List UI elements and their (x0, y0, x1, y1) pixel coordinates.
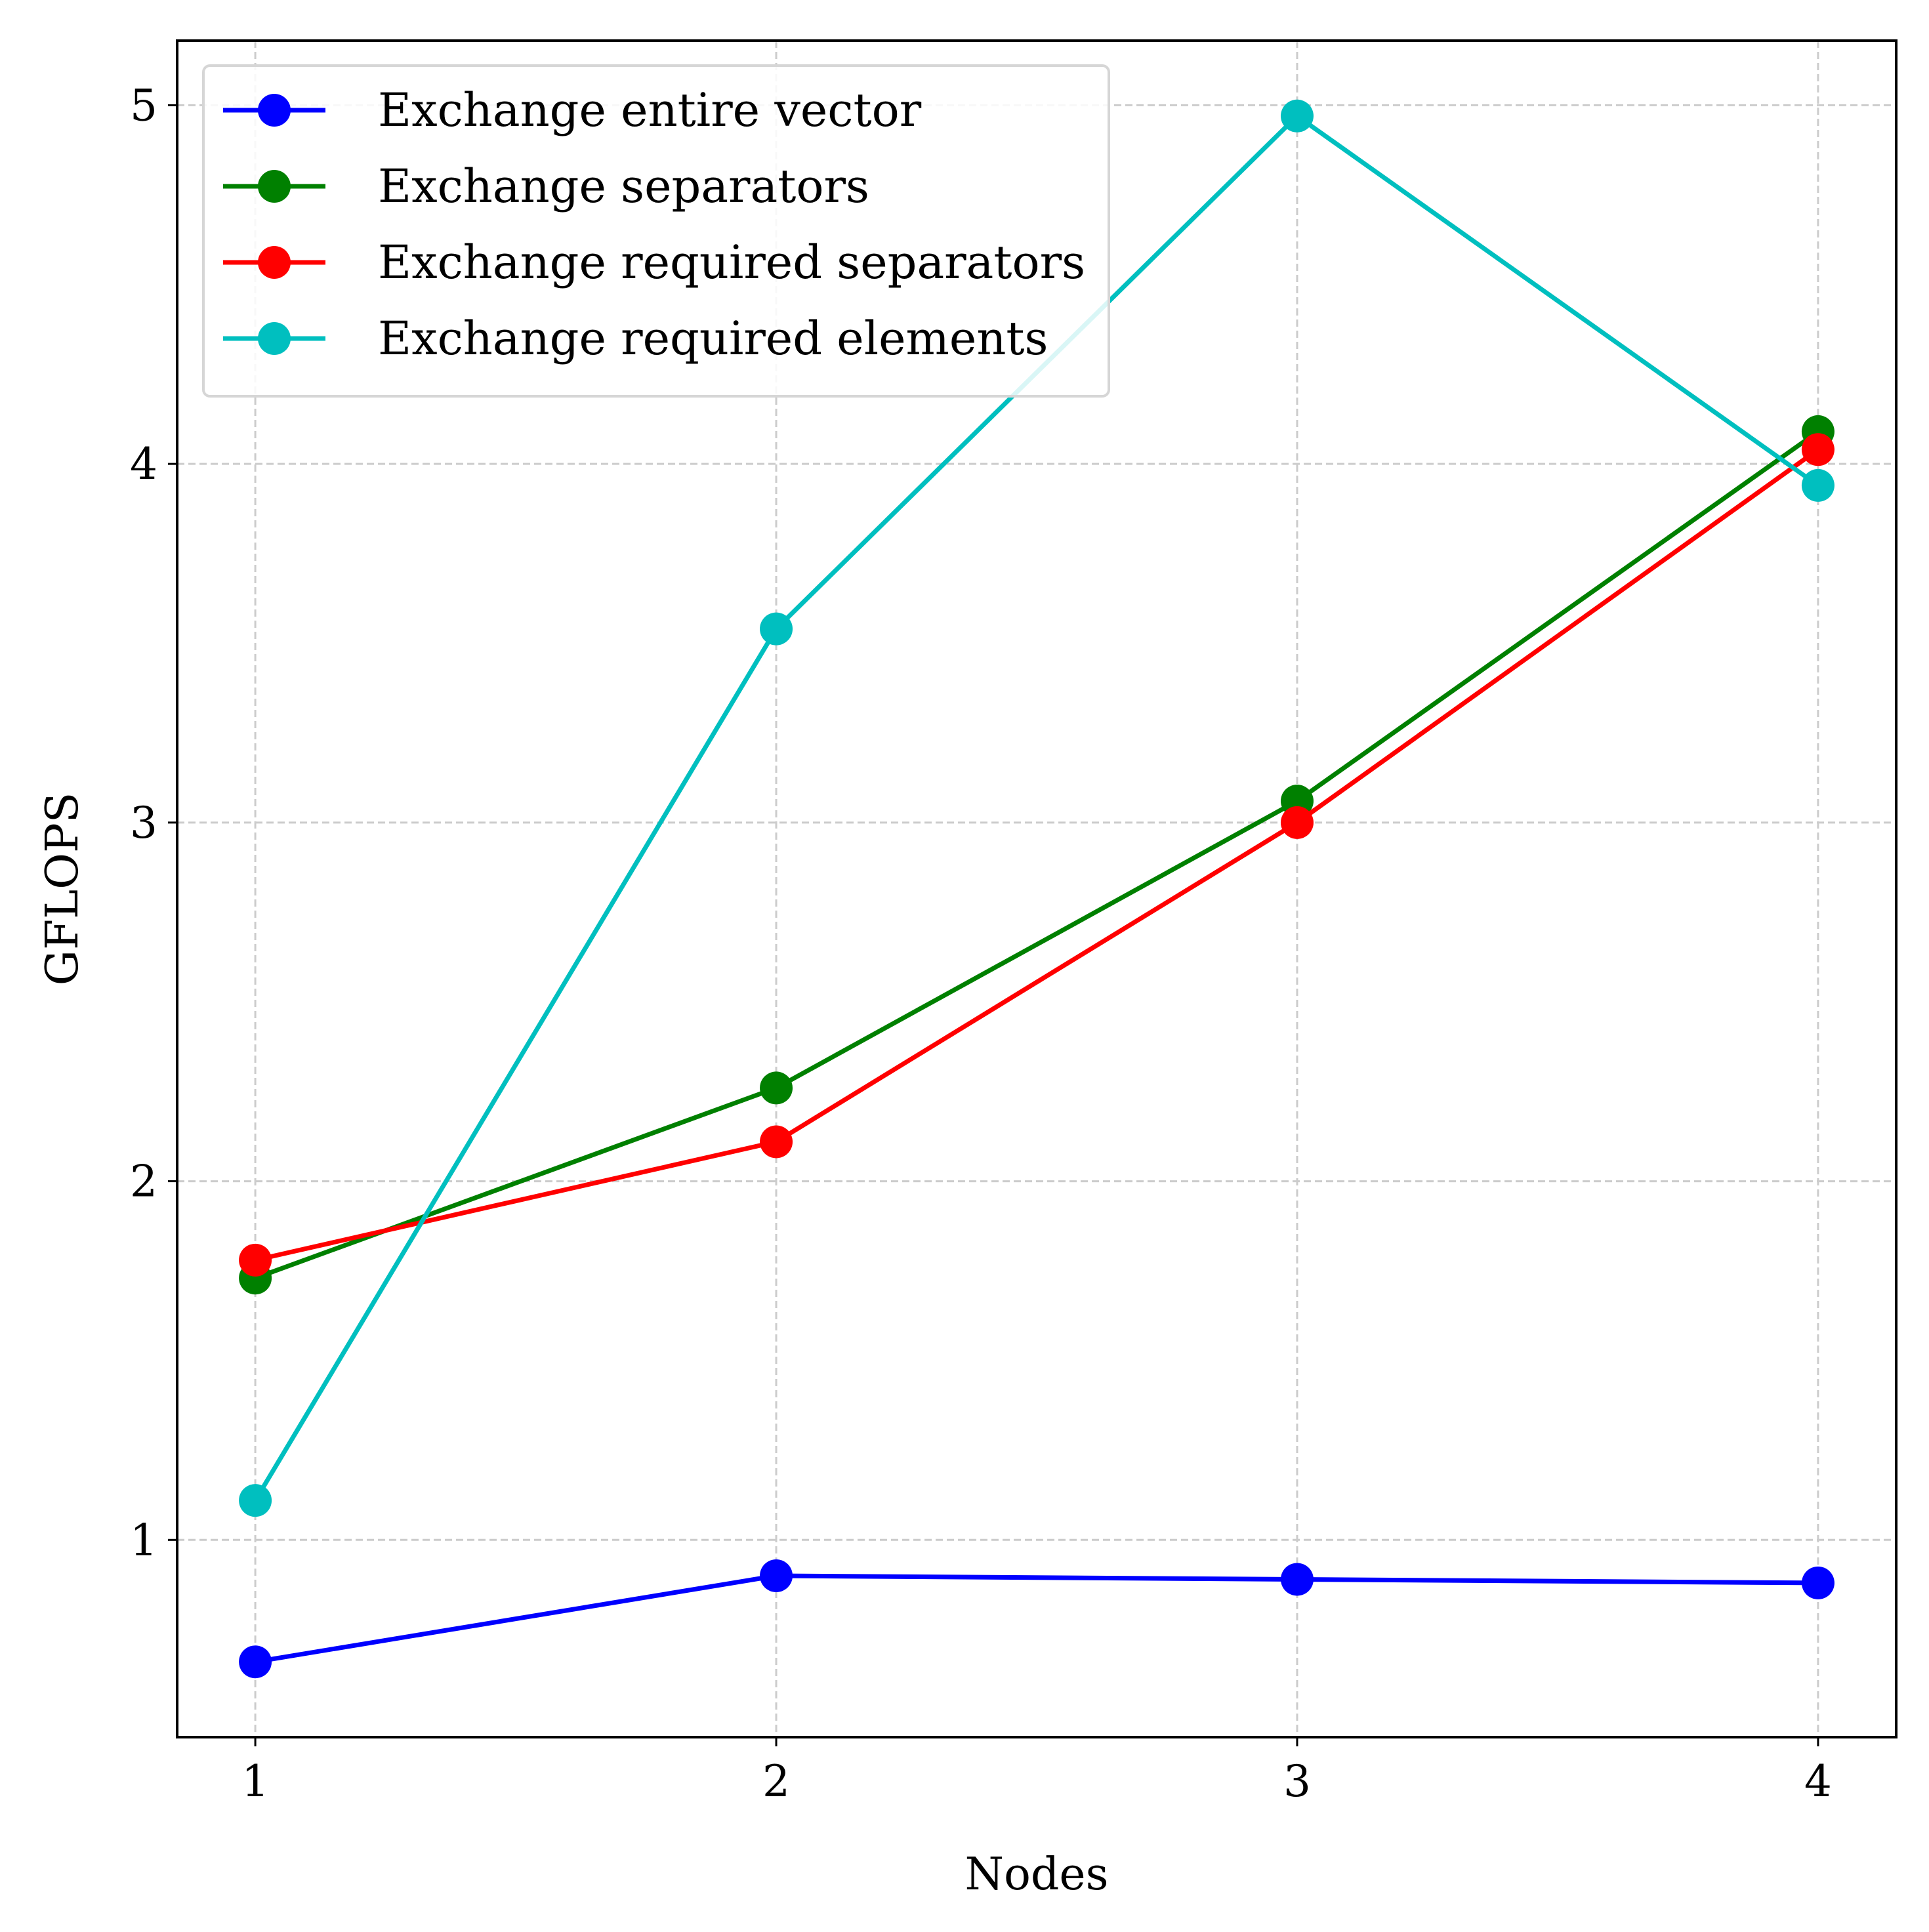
data-point (1280, 806, 1314, 839)
legend-label: Exchange separators (378, 159, 869, 213)
y-tick-label: 5 (130, 80, 157, 131)
x-tick-label: 1 (241, 1756, 269, 1807)
plot-frame (176, 39, 1898, 1738)
series-line (255, 447, 1819, 1263)
legend-label: Exchange required elements (378, 312, 1048, 365)
legend-item: Exchange separators (223, 159, 869, 213)
data-point (760, 1125, 793, 1159)
y-tick-label: 3 (130, 798, 157, 848)
legend-swatch-marker (258, 322, 291, 355)
data-point (239, 1645, 272, 1679)
data-point (760, 1559, 793, 1592)
x-tick-label: 4 (1804, 1756, 1832, 1807)
x-tick-label: 3 (1283, 1756, 1311, 1807)
y-tick-label: 2 (130, 1157, 157, 1207)
data-point (1280, 1563, 1314, 1596)
legend-swatch-marker (258, 246, 291, 279)
legend-label: Exchange required separators (378, 236, 1085, 289)
legend-swatch-marker (258, 170, 291, 203)
series-line (255, 1573, 1818, 1664)
y-axis-label: GFLOPS (37, 792, 89, 986)
legend-swatch-marker (258, 94, 291, 127)
legend-label: Exchange entire vector (378, 83, 922, 137)
data-point (1801, 1566, 1835, 1599)
data-point (239, 1484, 272, 1517)
legend: Exchange entire vector Exchange separator… (202, 64, 1110, 398)
data-point (760, 1071, 793, 1105)
data-point (1801, 468, 1835, 502)
data-point (1801, 433, 1835, 466)
data-point (760, 612, 793, 646)
legend-item: Exchange required elements (223, 312, 1048, 365)
data-point (1280, 99, 1314, 133)
y-tick-label: 4 (130, 439, 157, 489)
legend-item: Exchange entire vector (223, 83, 922, 137)
series-line (254, 430, 1819, 1281)
y-tick-label: 1 (130, 1515, 157, 1565)
legend-item: Exchange required separators (223, 236, 1085, 289)
series-1 (239, 1559, 1835, 1679)
ticks: 1 2 3 4 1 2 3 4 5 (130, 80, 1832, 1807)
x-tick-label: 2 (762, 1756, 790, 1807)
data-point (239, 1243, 272, 1277)
legend-box (202, 64, 1110, 398)
x-axis-label: Nodes (964, 1849, 1108, 1901)
series-3 (239, 433, 1835, 1277)
